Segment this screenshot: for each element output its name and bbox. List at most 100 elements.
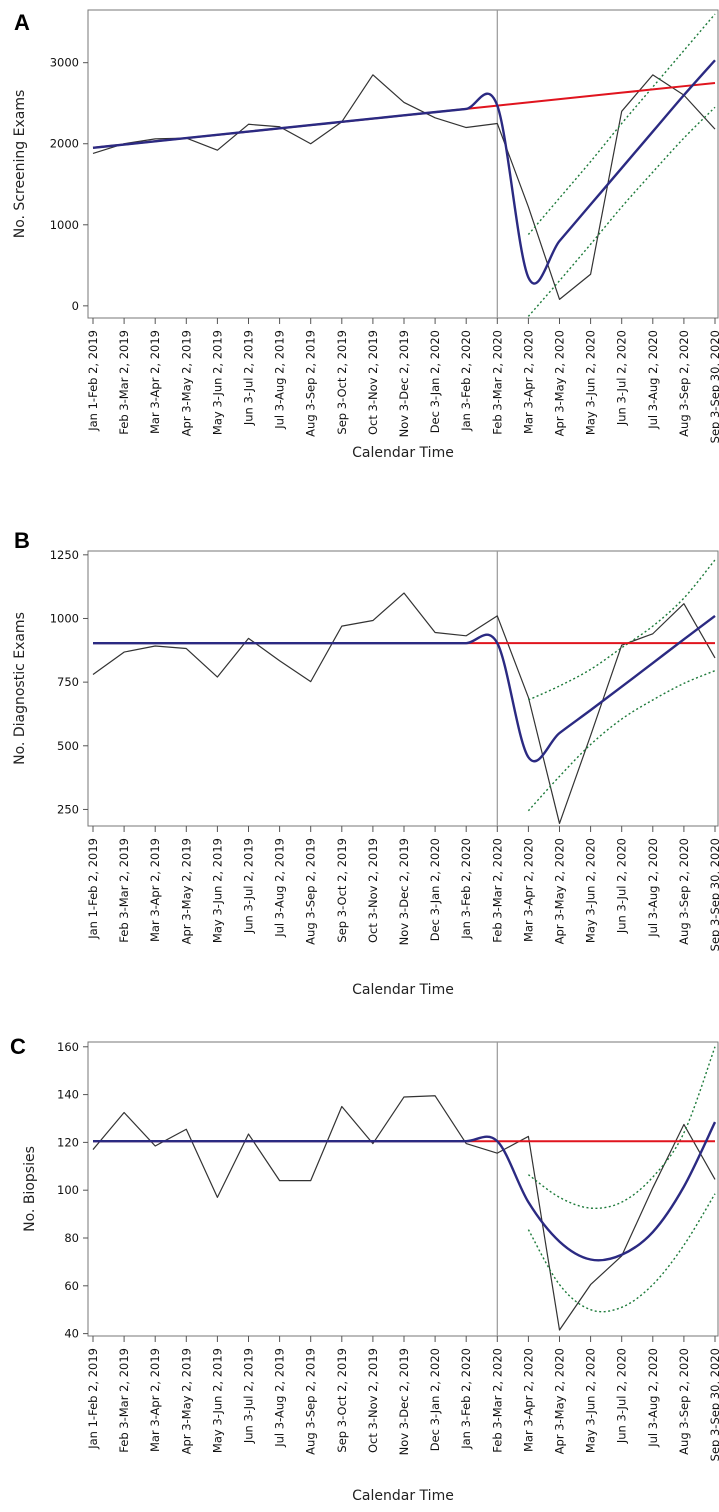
panel-letter: C <box>10 1034 26 1059</box>
lower-confidence-line <box>527 106 716 317</box>
y-axis-label: No. Biopsies <box>22 1146 38 1232</box>
x-tick-label: May 3-Jun 2, 2019 <box>210 1348 224 1453</box>
screening-exams-chart: 0 1000 2000 3000 Jan 1-Feb 2, 2019 Feb 3-Mar … <box>12 9 719 461</box>
fitted-model-line <box>92 59 716 285</box>
x-tick-label: Mar 3-Apr 2, 2020 <box>521 838 535 942</box>
x-tick-label: Mar 3-Apr 2, 2019 <box>148 1348 162 1452</box>
x-tick-label: May 3-Jun 2, 2020 <box>584 838 598 943</box>
y-tick-label: 140 <box>57 1088 79 1102</box>
panel-b: B 250 500 750 1000 1250 Jan 1-Feb 2, 2019 Feb … <box>0 510 719 1010</box>
x-axis-label: Calendar Time <box>352 445 454 461</box>
x-tick-label: Feb 3-Mar 2, 2019 <box>117 330 131 435</box>
x-tick-label: Feb 3-Mar 2, 2020 <box>490 1348 504 1453</box>
x-tick-label: Sep 3-Oct 2, 2019 <box>335 1348 349 1453</box>
lower-confidence-line <box>527 1193 716 1313</box>
x-tick-label: Aug 3-Sep 2, 2020 <box>677 838 691 945</box>
y-tick-label: 250 <box>57 802 79 816</box>
y-tick-label: 0 <box>72 299 79 313</box>
y-tick-label: 160 <box>57 1040 79 1054</box>
x-tick-label: Feb 3-Mar 2, 2020 <box>490 330 504 435</box>
y-axis-label: No. Screening Exams <box>12 90 28 239</box>
y-tick-label: 60 <box>64 1279 79 1293</box>
biopsies-chart: 40 60 80 100 120 140 160 Jan 1-Feb 2, 2019 Feb 3… <box>22 1040 719 1504</box>
x-tick-label: Sep 3-Oct 2, 2019 <box>335 838 349 943</box>
x-tick-label: Jun 3-Jul 2, 2019 <box>242 1348 256 1444</box>
y-tick-label: 750 <box>57 675 79 689</box>
x-tick-label: Mar 3-Apr 2, 2020 <box>521 330 535 434</box>
x-tick-label: May 3-Jun 2, 2019 <box>210 330 224 435</box>
panel-letter: A <box>14 10 30 35</box>
y-axis-label: No. Diagnostic Exams <box>12 612 28 765</box>
x-tick-label: Sep 3-Sep 30, 2020 <box>708 1348 719 1461</box>
x-tick-label: Mar 3-Apr 2, 2020 <box>521 1348 535 1452</box>
y-tick-label: 1250 <box>50 548 79 562</box>
x-tick-label: Oct 3-Nov 2, 2019 <box>366 1348 380 1453</box>
x-tick-label: Aug 3-Sep 2, 2019 <box>304 330 318 437</box>
x-axis-label: Calendar Time <box>352 1488 454 1504</box>
plot-frame <box>87 1041 719 1337</box>
x-tick-label: Oct 3-Nov 2, 2019 <box>366 838 380 943</box>
y-tick-label: 40 <box>64 1327 79 1341</box>
x-tick-label: Jan 3-Feb 2, 2020 <box>459 838 473 940</box>
x-tick-label: Jul 3-Aug 2, 2020 <box>646 838 660 938</box>
y-tick-label: 100 <box>57 1183 79 1197</box>
x-tick-label: Jan 3-Feb 2, 2020 <box>459 330 473 432</box>
x-tick-label: Nov 3-Dec 2, 2019 <box>397 1348 411 1455</box>
x-tick-label: Jun 3-Jul 2, 2020 <box>615 330 629 426</box>
x-tick-label: Jan 3-Feb 2, 2020 <box>459 1348 473 1450</box>
upper-confidence-line <box>527 1046 716 1210</box>
lower-confidence-line <box>527 670 716 812</box>
x-tick-label: Jul 3-Aug 2, 2019 <box>273 330 287 430</box>
observed-series-line <box>92 74 716 300</box>
x-tick-label: Apr 3-May 2, 2020 <box>553 1348 567 1454</box>
y-tick-label: 500 <box>57 739 79 753</box>
y-tick-label: 2000 <box>50 137 79 151</box>
x-tick-label: Jan 1-Feb 2, 2019 <box>86 838 100 940</box>
y-tick-label: 80 <box>64 1231 79 1245</box>
x-tick-label: Sep 3-Sep 30, 2020 <box>708 330 719 443</box>
x-axis-label: Calendar Time <box>352 982 454 998</box>
y-tick-label: 1000 <box>50 218 79 232</box>
x-tick-label: Feb 3-Mar 2, 2019 <box>117 838 131 943</box>
x-tick-label: Jul 3-Aug 2, 2019 <box>273 838 287 938</box>
upper-confidence-line <box>527 13 716 235</box>
x-tick-label: Jun 3-Jul 2, 2020 <box>615 838 629 934</box>
diagnostic-exams-chart: 250 500 750 1000 1250 Jan 1-Feb 2, 2019 Feb 3-… <box>12 548 719 998</box>
x-tick-label: Feb 3-Mar 2, 2020 <box>490 838 504 943</box>
panel-letter: B <box>14 528 30 553</box>
x-tick-label: Jun 3-Jul 2, 2019 <box>242 330 256 426</box>
x-tick-label: Jun 3-Jul 2, 2019 <box>242 838 256 934</box>
y-tick-label: 120 <box>57 1135 79 1149</box>
x-tick-label: Apr 3-May 2, 2020 <box>553 330 567 436</box>
x-tick-label: Apr 3-May 2, 2019 <box>179 838 193 944</box>
x-tick-label: Sep 3-Oct 2, 2019 <box>335 330 349 435</box>
upper-confidence-line <box>528 559 716 701</box>
x-tick-label: Feb 3-Mar 2, 2019 <box>117 1348 131 1453</box>
x-tick-label: Dec 3-Jan 2, 2020 <box>428 838 442 941</box>
x-tick-label: Jun 3-Jul 2, 2020 <box>615 1348 629 1444</box>
x-tick-label: Aug 3-Sep 2, 2020 <box>677 330 691 437</box>
x-tick-label: Jul 3-Aug 2, 2020 <box>646 330 660 430</box>
x-tick-label: Jan 1-Feb 2, 2019 <box>86 1348 100 1450</box>
fitted-model-line <box>92 1121 717 1262</box>
plot-frame <box>87 550 719 827</box>
x-tick-label: Mar 3-Apr 2, 2019 <box>148 838 162 942</box>
x-tick-label: May 3-Jun 2, 2019 <box>210 838 224 943</box>
panel-a: A 0 1000 2000 3000 Jan 1-Feb 2, 2019 Feb 3-Ma… <box>0 0 719 500</box>
x-tick-label: Aug 3-Sep 2, 2019 <box>304 1348 318 1455</box>
x-tick-label: Apr 3-May 2, 2019 <box>179 1348 193 1454</box>
observed-series-line <box>92 1095 716 1331</box>
x-tick-label: Dec 3-Jan 2, 2020 <box>428 1348 442 1451</box>
x-tick-label: May 3-Jun 2, 2020 <box>584 1348 598 1453</box>
x-tick-label: Aug 3-Sep 2, 2020 <box>677 1348 691 1455</box>
x-tick-label: Aug 3-Sep 2, 2019 <box>304 838 318 945</box>
x-tick-label: Apr 3-May 2, 2020 <box>553 838 567 944</box>
y-tick-label: 1000 <box>50 611 79 625</box>
x-tick-label: Dec 3-Jan 2, 2020 <box>428 330 442 433</box>
x-tick-label: Jul 3-Aug 2, 2020 <box>646 1348 660 1448</box>
x-tick-label: Nov 3-Dec 2, 2019 <box>397 330 411 437</box>
observed-series-line <box>92 592 716 825</box>
x-tick-label: Nov 3-Dec 2, 2019 <box>397 838 411 945</box>
x-tick-label: Jul 3-Aug 2, 2019 <box>273 1348 287 1448</box>
x-tick-label: May 3-Jun 2, 2020 <box>584 330 598 435</box>
